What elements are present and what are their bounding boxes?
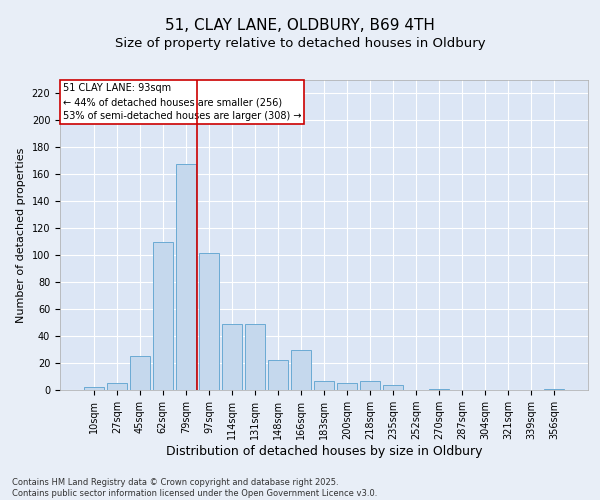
Bar xyxy=(430,388,449,390)
Text: 51 CLAY LANE: 93sqm
← 44% of detached houses are smaller (256)
53% of semi-detac: 51 CLAY LANE: 93sqm ← 44% of detached ho… xyxy=(62,83,301,121)
Bar xyxy=(314,380,334,390)
X-axis label: Distribution of detached houses by size in Oldbury: Distribution of detached houses by size … xyxy=(166,445,482,458)
Y-axis label: Number of detached properties: Number of detached properties xyxy=(16,148,26,322)
Bar xyxy=(245,324,265,390)
Text: Contains HM Land Registry data © Crown copyright and database right 2025.
Contai: Contains HM Land Registry data © Crown c… xyxy=(12,478,377,498)
Bar xyxy=(176,164,196,390)
Bar xyxy=(130,356,149,390)
Bar xyxy=(360,380,380,390)
Bar xyxy=(291,350,311,390)
Text: 51, CLAY LANE, OLDBURY, B69 4TH: 51, CLAY LANE, OLDBURY, B69 4TH xyxy=(165,18,435,32)
Text: Size of property relative to detached houses in Oldbury: Size of property relative to detached ho… xyxy=(115,38,485,51)
Bar xyxy=(222,324,242,390)
Bar xyxy=(544,388,564,390)
Bar xyxy=(153,242,173,390)
Bar xyxy=(199,252,218,390)
Bar xyxy=(107,384,127,390)
Bar xyxy=(383,384,403,390)
Bar xyxy=(337,384,357,390)
Bar xyxy=(268,360,288,390)
Bar xyxy=(84,388,104,390)
